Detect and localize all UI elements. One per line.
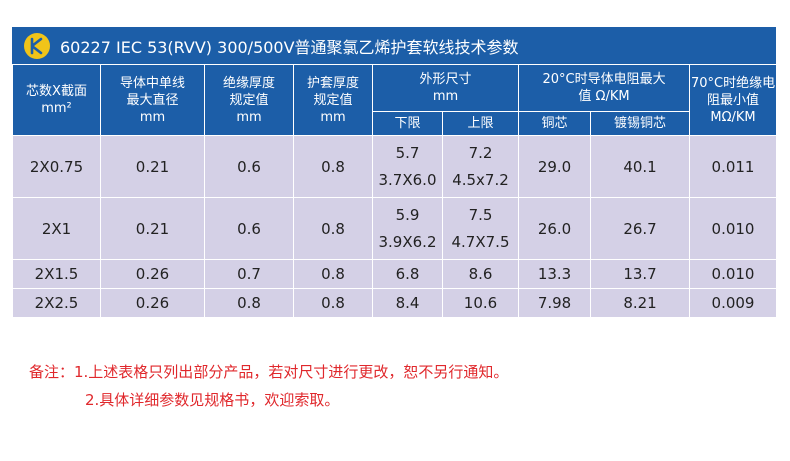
cell-core: 2X2.5 [12,288,101,318]
cell-tinned: 26.7 [590,197,691,260]
cell-insulation-resistance: 0.010 [689,197,778,260]
cell-diameter: 0.26 [100,259,205,289]
cell-core: 2X1.5 [12,259,101,289]
cell-insulation: 0.7 [204,259,294,289]
k-logo-icon [30,37,43,54]
header-core-section: 芯数X截面 mm² [12,64,101,136]
cell-sheath: 0.8 [293,288,373,318]
cell-upper: 7.2 4.5x7.2 [441,135,520,198]
cell-copper: 29.0 [518,135,592,198]
cell-insulation-resistance: 0.011 [689,135,778,198]
header-outer-size: 外形尺寸 mm [371,64,520,112]
cell-sheath: 0.8 [293,197,373,260]
cell-tinned: 8.21 [590,288,691,318]
cell-core: 2X0.75 [12,135,101,198]
company-logo [24,32,50,59]
cell-diameter: 0.26 [100,288,205,318]
cell-sheath: 0.8 [293,259,373,289]
cell-lower: 6.8 [372,259,443,289]
spec-table: 芯数X截面 mm² 导体中单线 最大直径 mm 绝缘厚度 规定值 mm 护套厚度… [12,64,778,318]
cell-upper: 10.6 [441,288,520,318]
header-tinned-copper: 镀锡铜芯 [590,111,691,136]
cell-tinned: 13.7 [590,259,691,289]
cell-lower: 5.9 3.9X6.2 [372,197,443,260]
title-bar: 60227 IEC 53(RVV) 300/500V普通聚氯乙烯护套软线技术参数 [12,27,776,64]
cell-insulation-resistance: 0.010 [689,259,778,289]
note-line-2: 2.具体详细参数见规格书，欢迎索取。 [85,391,340,409]
table-row: 2X1 0.21 0.6 0.8 5.9 3.9X6.2 7.5 4.7X7.5 2… [12,197,778,260]
table-row: 2X1.5 0.26 0.7 0.8 6.8 8.6 13.3 13.7 0.0… [12,259,778,289]
cell-tinned: 40.1 [590,135,691,198]
cell-core: 2X1 [12,197,101,260]
cell-upper: 8.6 [441,259,520,289]
cell-insulation: 0.6 [204,197,294,260]
cell-copper: 13.3 [518,259,592,289]
cell-copper: 7.98 [518,288,592,318]
notes-block: 备注：1.上述表格只列出部分产品，若对尺寸进行更改，恕不另行通知。 2.具体详细… [29,358,508,414]
cell-sheath: 0.8 [293,135,373,198]
note-line-1: 备注：1.上述表格只列出部分产品，若对尺寸进行更改，恕不另行通知。 [29,363,509,381]
cell-insulation-resistance: 0.009 [689,288,778,318]
cell-insulation: 0.6 [204,135,294,198]
cell-lower: 8.4 [372,288,443,318]
table-row: 2X2.5 0.26 0.8 0.8 8.4 10.6 7.98 8.21 0.… [12,288,778,318]
table-row: 2X0.75 0.21 0.6 0.8 5.7 3.7X6.0 7.2 4.5x7.… [12,135,778,198]
header-copper: 铜芯 [518,111,592,136]
cell-diameter: 0.21 [100,135,205,198]
cell-upper: 7.5 4.7X7.5 [441,197,520,260]
header-insulation-thickness: 绝缘厚度 规定值 mm [204,64,294,136]
cell-diameter: 0.21 [100,197,205,260]
cell-insulation: 0.8 [204,288,294,318]
header-lower-limit: 下限 [372,111,443,136]
page-title: 60227 IEC 53(RVV) 300/500V普通聚氯乙烯护套软线技术参数 [60,37,519,57]
header-conductor-resistance: 20°C时导体电阻最大 值 Ω/KM [518,64,691,112]
header-insulation-resistance: 70°C时绝缘电 阻最小值 MΩ/KM [689,64,778,136]
header-conductor-diameter: 导体中单线 最大直径 mm [100,64,205,136]
header-upper-limit: 上限 [441,111,520,136]
header-sheath-thickness: 护套厚度 规定值 mm [293,64,373,136]
cell-copper: 26.0 [518,197,592,260]
cell-lower: 5.7 3.7X6.0 [372,135,443,198]
